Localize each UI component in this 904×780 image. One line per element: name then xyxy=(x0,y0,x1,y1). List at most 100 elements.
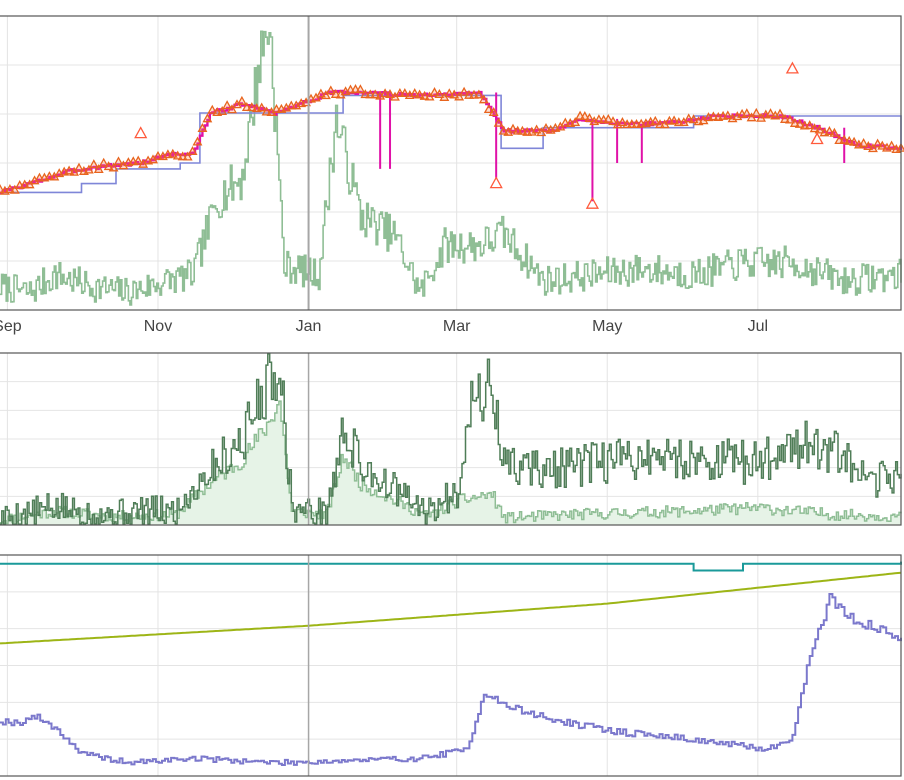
series-trade-line xyxy=(0,89,903,195)
price-marker xyxy=(370,89,381,99)
price-marker xyxy=(483,104,494,114)
x-tick-jul: Jul xyxy=(748,318,768,335)
price-marker xyxy=(9,184,20,194)
price-marker xyxy=(829,127,840,137)
outlier-marker-1 xyxy=(134,126,148,139)
x-tick-may: May xyxy=(592,318,622,335)
price-marker xyxy=(459,86,469,96)
price-marker xyxy=(429,87,440,97)
price-marker xyxy=(64,165,75,175)
price-marker xyxy=(746,112,757,122)
price-marker xyxy=(584,112,595,122)
price-marker xyxy=(444,88,455,98)
price-marker xyxy=(877,140,888,150)
panel-3-frame xyxy=(0,554,902,777)
price-marker xyxy=(320,90,331,100)
x-tick-jan: Jan xyxy=(296,318,322,335)
price-marker xyxy=(88,159,99,169)
price-marker xyxy=(751,107,762,117)
price-marker xyxy=(863,141,874,151)
price-marker xyxy=(385,88,396,98)
price-markers xyxy=(0,84,904,195)
x-tick-nov: Nov xyxy=(144,318,172,335)
price-marker xyxy=(669,115,680,125)
price-marker xyxy=(785,114,795,124)
price-marker xyxy=(839,134,850,144)
price-marker xyxy=(182,151,193,161)
price-marker xyxy=(237,95,247,105)
price-marker xyxy=(207,104,218,114)
price-marker xyxy=(540,122,551,132)
series-light-area-fill xyxy=(0,401,901,525)
price-marker xyxy=(197,122,208,132)
price-marker xyxy=(804,120,815,130)
x-tick-mar: Mar xyxy=(443,318,471,335)
price-marker xyxy=(603,113,614,123)
price-marker xyxy=(775,108,786,118)
series-volume-line xyxy=(0,30,902,306)
price-marker xyxy=(409,88,420,98)
price-marker xyxy=(316,88,326,98)
price-marker xyxy=(399,88,410,98)
outlier-marker-2 xyxy=(489,176,503,189)
price-marker xyxy=(454,91,465,101)
price-marker xyxy=(650,115,661,125)
price-marker xyxy=(434,88,445,98)
price-marker xyxy=(608,116,619,126)
price-marker xyxy=(192,136,203,146)
x-tick-sep: Sep xyxy=(0,318,22,335)
series-teal-line xyxy=(0,561,902,572)
price-marker xyxy=(414,89,425,99)
price-marker xyxy=(886,140,897,150)
price-marker xyxy=(868,143,878,153)
series-dark-line xyxy=(0,353,902,525)
price-marker xyxy=(167,148,178,158)
price-marker xyxy=(227,104,238,114)
panel-1-frame xyxy=(0,15,902,311)
price-marker xyxy=(531,124,542,134)
price-marker xyxy=(113,156,124,166)
price-marker xyxy=(133,155,144,165)
price-marker xyxy=(579,111,590,121)
price-marker xyxy=(507,123,518,133)
price-marker xyxy=(741,108,752,118)
outlier-marker-5 xyxy=(810,132,824,145)
price-marker xyxy=(688,114,699,124)
price-marker xyxy=(478,94,489,104)
price-marker xyxy=(536,127,547,137)
price-marker xyxy=(202,113,213,123)
price-marker xyxy=(256,102,267,112)
panel-3-grid xyxy=(0,555,901,776)
price-marker xyxy=(872,138,883,148)
outlier-marker-3 xyxy=(585,196,599,209)
price-marker xyxy=(488,107,499,117)
price-marker xyxy=(449,89,460,99)
price-marker xyxy=(570,117,581,127)
price-marker xyxy=(355,84,366,94)
price-marker xyxy=(103,161,114,171)
series-olive-line xyxy=(0,571,902,645)
price-marker xyxy=(824,126,835,136)
price-marker xyxy=(617,117,628,127)
price-marker xyxy=(0,183,6,193)
price-marker xyxy=(858,137,869,147)
price-marker xyxy=(849,136,859,146)
price-marker xyxy=(83,164,94,174)
price-marker xyxy=(73,162,84,172)
price-marker xyxy=(493,117,504,127)
price-marker xyxy=(765,108,776,118)
price-marker xyxy=(814,124,825,134)
price-marker xyxy=(325,85,336,95)
outlier-marker-4 xyxy=(785,61,799,74)
panel-2-frame xyxy=(0,352,902,526)
price-marker xyxy=(108,162,119,172)
price-marker xyxy=(424,91,435,101)
price-marker xyxy=(98,157,109,167)
price-marker xyxy=(217,105,228,115)
price-marker xyxy=(809,123,820,133)
price-marker xyxy=(222,100,233,110)
series-blue-line xyxy=(0,593,902,766)
price-marker xyxy=(722,110,733,120)
price-marker xyxy=(473,89,484,99)
